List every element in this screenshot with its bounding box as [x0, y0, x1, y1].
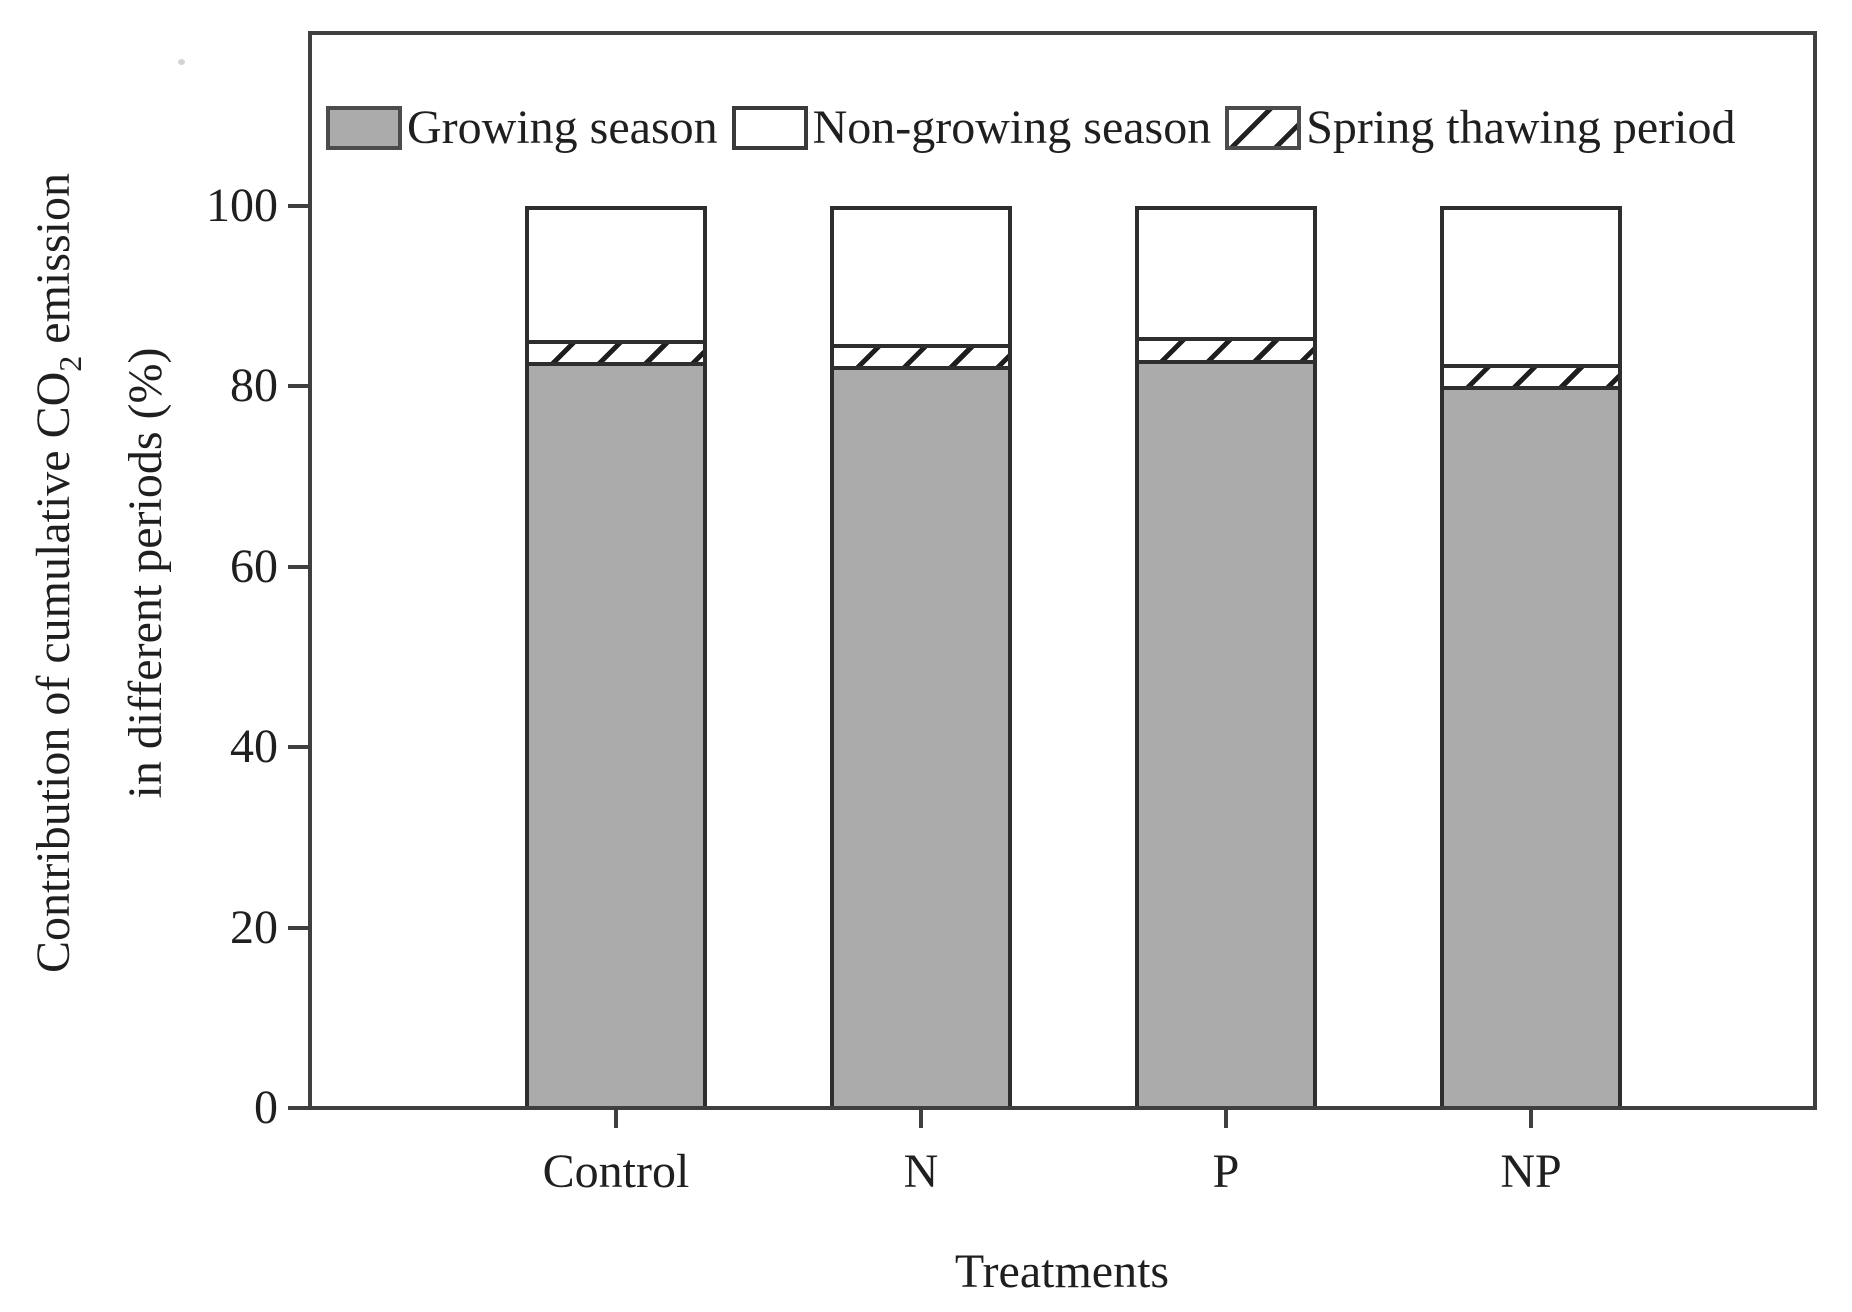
legend-swatch-hatch-icon: [1225, 105, 1302, 150]
legend-swatch-gray-icon: [326, 105, 402, 150]
legend-swatch-white-icon: [731, 105, 808, 150]
y-tick-label-60: 60: [230, 539, 278, 593]
bar-segment-non-growing-season-control: [529, 210, 703, 341]
category-label-control: Control: [542, 1145, 690, 1198]
bar-segment-growing-season-p: [1139, 363, 1313, 1108]
y-tick-60: [288, 564, 308, 569]
x-tick-p: [1224, 1108, 1228, 1128]
speck-artifact: [178, 59, 185, 65]
legend-item-non-growing-season: Non-growing season: [731, 100, 1212, 155]
bar-n: [830, 206, 1012, 1108]
y-tick-label-20: 20: [230, 900, 278, 954]
category-label-p: P: [1212, 1145, 1240, 1198]
legend-label-non-growing-season: Non-growing season: [812, 101, 1212, 154]
legend-label-growing-season: Growing season: [407, 101, 718, 154]
legend-item-spring-thawing-period: Spring thawing period: [1225, 100, 1736, 155]
y-tick-label-40: 40: [230, 720, 278, 774]
bar-np: [1440, 206, 1622, 1108]
bar-segment-growing-season-n: [834, 369, 1008, 1108]
y-tick-label-100: 100: [206, 179, 278, 232]
y-axis-label-line1: Contribution of cumulative CO2 emission: [27, 173, 88, 973]
y-tick-0: [288, 1106, 308, 1110]
legend-item-growing-season: Growing season: [326, 100, 718, 155]
y-tick-80: [288, 384, 308, 389]
y-tick-100: [288, 204, 308, 208]
x-tick-n: [919, 1108, 923, 1128]
bar-control: [525, 206, 707, 1108]
category-label-np: NP: [1500, 1145, 1562, 1198]
y-tick-label-80: 80: [230, 359, 278, 413]
bar-segment-non-growing-season-np: [1444, 210, 1618, 364]
bar-segment-non-growing-season-n: [834, 210, 1008, 344]
bar-segment-spring-thawing-period-control: [529, 340, 703, 367]
x-tick-control: [614, 1108, 618, 1128]
bar-segment-growing-season-control: [529, 366, 703, 1108]
legend: Growing season Non-growing season Spring…: [326, 100, 1750, 155]
bar-segment-spring-thawing-period-np: [1444, 363, 1618, 390]
y-tick-label-0: 0: [254, 1081, 278, 1134]
bar-segment-spring-thawing-period-n: [834, 343, 1008, 370]
bar-segment-spring-thawing-period-p: [1139, 336, 1313, 364]
legend-label-spring-thawing-period: Spring thawing period: [1306, 101, 1736, 154]
x-tick-np: [1529, 1108, 1533, 1128]
bar-segment-non-growing-season-p: [1139, 210, 1313, 337]
bar-p: [1135, 206, 1317, 1108]
x-axis-title: Treatments: [954, 1245, 1170, 1298]
y-axis-label: Contribution of cumulative CO2 emission …: [16, 0, 172, 1173]
y-tick-40: [288, 745, 308, 750]
category-label-n: N: [903, 1145, 939, 1198]
co2-subscript: 2: [52, 355, 88, 372]
bar-segment-growing-season-np: [1444, 389, 1618, 1108]
y-tick-20: [288, 925, 308, 930]
